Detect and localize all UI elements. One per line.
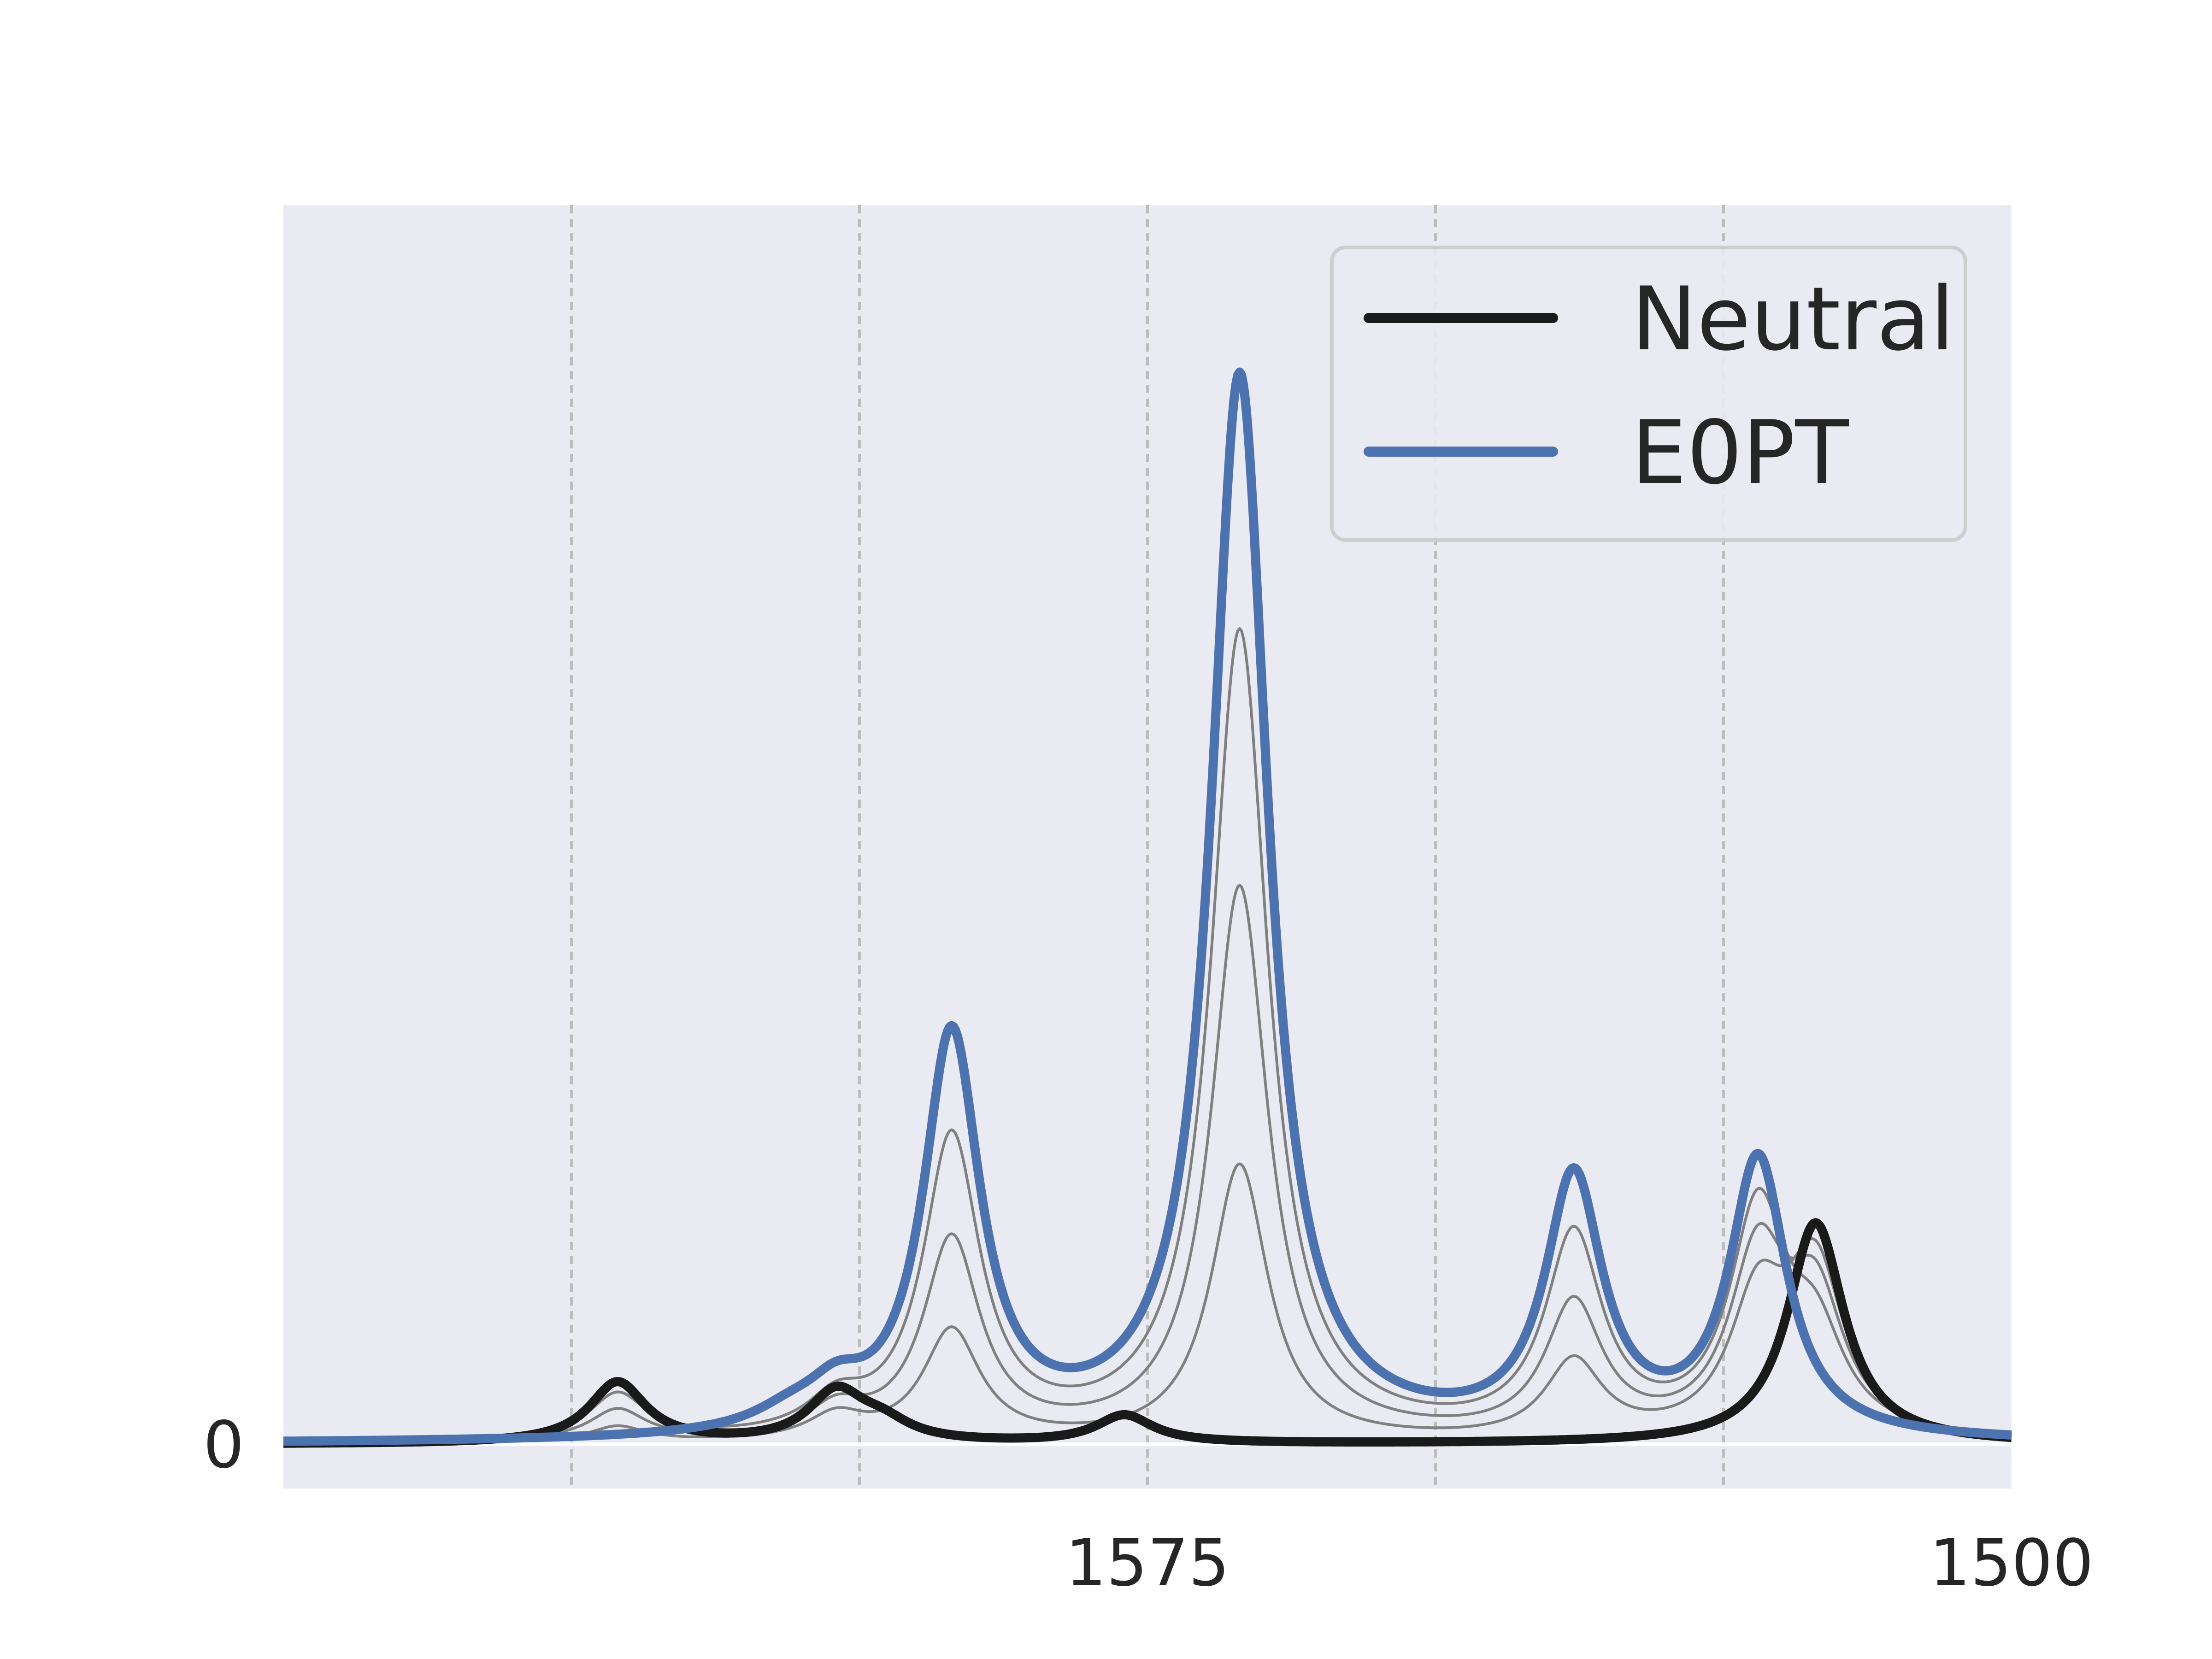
y-tick-label-0: 0 [203, 1408, 244, 1483]
series-line-neutral [281, 1218, 2014, 1448]
legend-label-neutral: Neutral [1631, 268, 1954, 370]
x-tick-label-1500: 1500 [1930, 1526, 2094, 1601]
x-tick-label-1575: 1575 [1065, 1526, 1230, 1601]
series-line-e0pt [281, 367, 2014, 1446]
legend: Neutral E0PT [1330, 246, 1967, 542]
tick-labels: 0 1575 1500 [203, 1408, 2094, 1601]
series-line-intermediate-2 [283, 884, 2012, 1444]
series-layer [281, 367, 2014, 1448]
legend-label-e0pt: E0PT [1631, 402, 1849, 504]
